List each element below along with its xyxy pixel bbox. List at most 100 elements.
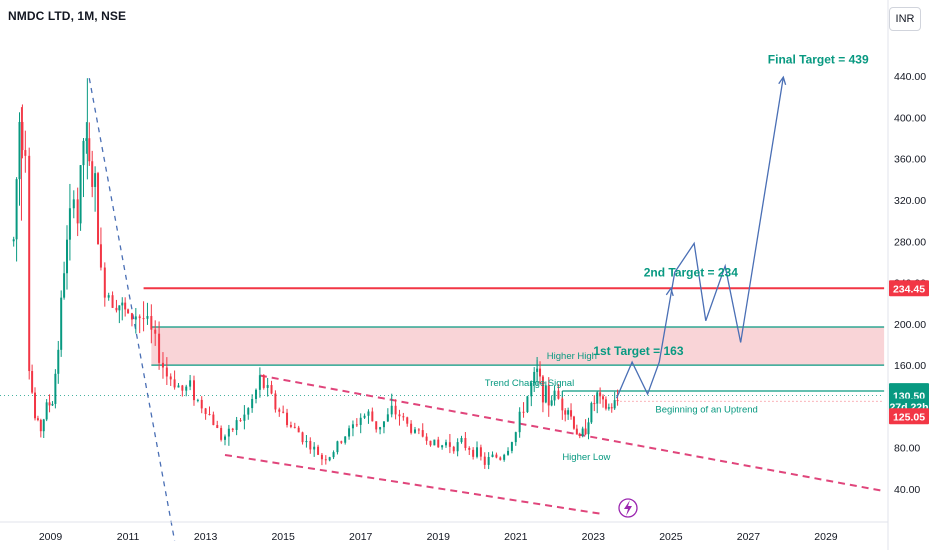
candle-body [584, 428, 587, 435]
candle-body [262, 375, 265, 388]
candle [491, 451, 494, 458]
candle-body [317, 446, 320, 455]
candle [130, 312, 133, 327]
candle-body [351, 424, 354, 429]
candle [127, 308, 130, 314]
candle [483, 452, 486, 469]
candle [452, 445, 455, 454]
candle-body [547, 385, 550, 406]
candle-body [270, 385, 273, 394]
candle-body [289, 425, 292, 427]
x-tick-label: 2029 [814, 531, 838, 543]
price-tag-label: 234.45 [893, 283, 925, 295]
candle [468, 446, 471, 456]
candle [161, 352, 164, 379]
candle-body [518, 411, 521, 433]
channel-lower [224, 453, 602, 515]
candle [293, 422, 296, 429]
candle-body [575, 428, 578, 435]
candle [344, 436, 347, 445]
level-lines-layer [0, 287, 885, 402]
candle [54, 369, 57, 409]
candle [514, 431, 517, 446]
candle-body [18, 121, 21, 180]
candle [103, 262, 106, 307]
candle-body [258, 375, 261, 390]
candle-body [82, 140, 85, 166]
candle-body [499, 457, 502, 460]
candle-body [24, 150, 27, 156]
candle-body [472, 449, 475, 457]
candle-body [507, 450, 510, 455]
candle-body [441, 445, 444, 448]
candle [76, 187, 79, 237]
candle-body [320, 454, 323, 460]
candle [429, 440, 432, 447]
candle [596, 391, 599, 414]
candle [189, 374, 192, 391]
candle-body [293, 426, 296, 428]
candle [417, 428, 420, 435]
candle-body [154, 329, 157, 334]
candle [270, 380, 273, 395]
candle-body [212, 414, 215, 426]
candle-body [596, 392, 599, 404]
candle-body [68, 208, 71, 240]
candle-body [60, 297, 63, 350]
candle-body [286, 412, 289, 426]
candle [204, 407, 207, 420]
candle [99, 227, 102, 271]
x-tick-label: 2021 [504, 531, 528, 543]
candle-body [181, 385, 184, 391]
candle [91, 150, 94, 198]
chart-title: NMDC LTD, 1M, NSE [8, 9, 127, 23]
candle [503, 453, 506, 462]
candle [48, 394, 51, 413]
x-tick-label: 2019 [427, 531, 451, 543]
candle-body [530, 382, 533, 397]
candle [564, 408, 567, 422]
candle-body [572, 416, 575, 429]
candle [539, 361, 542, 384]
candle [336, 440, 339, 455]
x-tick-label: 2023 [582, 531, 606, 543]
y-tick-label: 40.00 [894, 484, 920, 496]
candle [282, 405, 285, 414]
candle [410, 420, 413, 435]
candle [31, 364, 34, 394]
candle [518, 407, 521, 438]
candle-body [161, 362, 164, 368]
candle [301, 431, 304, 445]
candle-body [185, 386, 188, 391]
candle [118, 305, 121, 324]
candle-body [169, 376, 172, 380]
candle [507, 447, 510, 456]
candle-body [235, 420, 238, 430]
candle [220, 425, 223, 442]
annotation-5: Beginning of an Uptrend [655, 405, 757, 416]
candle [85, 122, 88, 154]
lightning-icon-bolt [624, 500, 632, 516]
candle [63, 261, 66, 300]
candle [169, 373, 172, 386]
candle [340, 440, 343, 445]
candle-body [124, 302, 127, 310]
candle-body [134, 316, 137, 320]
candle-body [251, 398, 254, 409]
candle-body [34, 392, 37, 419]
candle [557, 384, 560, 400]
candle [590, 401, 593, 424]
candle [216, 420, 219, 429]
candle-body [599, 392, 602, 397]
candle [413, 426, 416, 434]
candle-body [150, 316, 153, 330]
candle [550, 395, 553, 407]
currency-button[interactable]: INR [889, 7, 921, 31]
candle [584, 419, 587, 435]
candle-body [208, 414, 211, 416]
candle [28, 147, 31, 380]
candle-body [570, 410, 573, 417]
candle [146, 302, 149, 325]
final-target-arrow [778, 75, 787, 86]
